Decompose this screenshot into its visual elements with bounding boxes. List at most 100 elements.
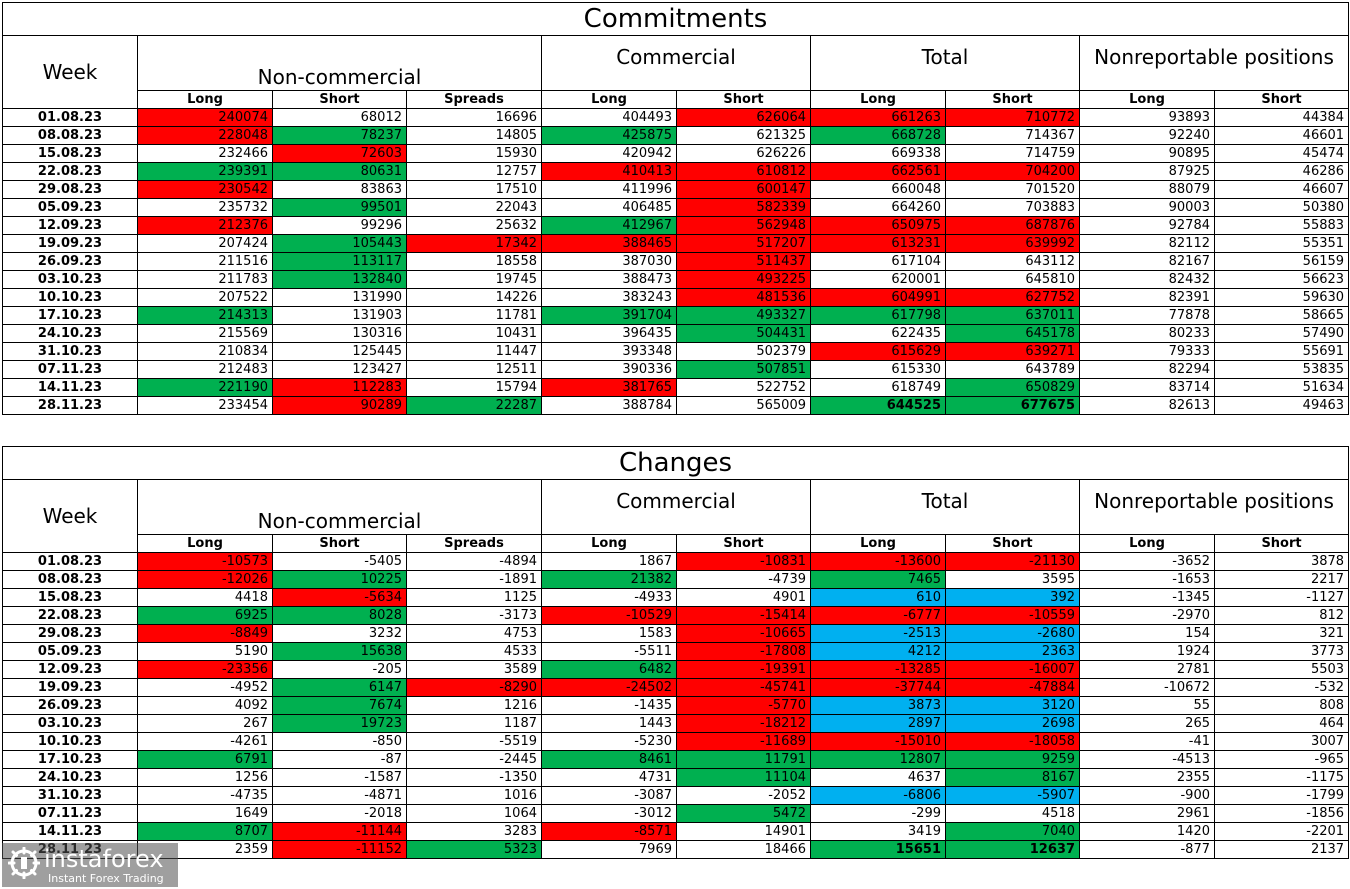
value-cell: -1891 [406,570,542,589]
value-cell: 425875 [541,126,677,145]
instaforex-logo-icon [8,847,40,879]
value-cell: 1867 [541,552,677,571]
value-cell: 82167 [1079,252,1215,271]
value-cell: 660048 [810,180,946,199]
value-cell: 410413 [541,162,677,181]
value-cell: 600147 [676,180,811,199]
value-cell: 582339 [676,198,811,217]
value-cell: 617104 [810,252,946,271]
watermark-brand: instaforex [44,845,164,873]
value-cell: 5503 [1213,660,1350,679]
week-cell: 24.10.23 [2,324,138,343]
value-cell: 4418 [137,588,273,607]
value-cell: -6806 [810,786,946,805]
value-cell: 1443 [541,714,677,733]
value-cell: 68012 [272,108,407,127]
value-cell: 481536 [676,288,811,307]
value-cell: 618749 [810,378,946,397]
value-cell: 4901 [676,588,811,607]
week-cell: 31.10.23 [2,786,138,805]
value-cell: 2897 [810,714,946,733]
value-cell: 45474 [1213,144,1350,163]
value-cell: 130316 [272,324,407,343]
week-cell: 10.10.23 [2,732,138,751]
value-cell: 5190 [137,642,273,661]
value-cell: 1216 [406,696,542,715]
value-cell: -965 [1213,750,1350,769]
week-cell: 10.10.23 [2,288,138,307]
value-cell: -16007 [945,660,1080,679]
week-cell: 17.10.23 [2,750,138,769]
table-row: 10.10.23 207522 131990 14226 383243 481536 604… [2,288,1350,307]
value-cell: 1649 [137,804,273,823]
value-cell: 6147 [272,678,407,697]
value-cell: 12807 [810,750,946,769]
value-cell: 645178 [945,324,1080,343]
value-cell: 4092 [137,696,273,715]
value-cell: 687876 [945,216,1080,235]
value-cell: 493225 [676,270,811,289]
value-cell: 1583 [541,624,677,643]
changes-subheader: Short [272,534,407,553]
value-cell: -3087 [541,786,677,805]
value-cell: 12511 [406,360,542,379]
value-cell: -2680 [945,624,1080,643]
value-cell: 17342 [406,234,542,253]
value-cell: -47884 [945,678,1080,697]
value-cell: 650975 [810,216,946,235]
value-cell: -13600 [810,552,946,571]
value-cell: 388784 [541,396,677,415]
value-cell: -11152 [272,840,407,859]
value-cell: 113117 [272,252,407,271]
value-cell: 392 [945,588,1080,607]
commitments-group-total: Total [810,35,1080,91]
table-row: 08.08.23 228048 78237 14805 425875 621325 6687… [2,126,1350,145]
table-row: 17.10.23 6791 -87 -2445 8461 11791 12807 9259 -4… [2,750,1350,769]
value-cell: -4933 [541,588,677,607]
commitments-subheader: Short [1213,90,1350,109]
value-cell: 2781 [1079,660,1215,679]
value-cell: -4261 [137,732,273,751]
watermark-tagline: Instant Forex Trading [48,872,164,885]
value-cell: 44384 [1213,108,1350,127]
value-cell: 643112 [945,252,1080,271]
value-cell: 207522 [137,288,273,307]
table-row: 07.11.23 212483 123427 12511 390336 507851 615… [2,360,1350,379]
value-cell: 87925 [1079,162,1215,181]
changes-group-total: Total [810,479,1080,535]
week-cell: 29.08.23 [2,624,138,643]
value-cell: -205 [272,660,407,679]
value-cell: 15651 [810,840,946,859]
value-cell: 621325 [676,126,811,145]
value-cell: 11104 [676,768,811,787]
value-cell: 230542 [137,180,273,199]
value-cell: 615629 [810,342,946,361]
value-cell: 210834 [137,342,273,361]
table-row: 22.08.23 239391 80631 12757 410413 610812 6625… [2,162,1350,181]
changes-week-header: Week [2,479,138,553]
value-cell: -10573 [137,552,273,571]
value-cell: 7674 [272,696,407,715]
value-cell: 3232 [272,624,407,643]
value-cell: -11689 [676,732,811,751]
value-cell: -24502 [541,678,677,697]
commitments-subheader: Long [137,90,273,109]
value-cell: -877 [1079,840,1215,859]
week-cell: 14.11.23 [2,378,138,397]
value-cell: 214313 [137,306,273,325]
value-cell: -3173 [406,606,542,625]
value-cell: -15414 [676,606,811,625]
value-cell: 645810 [945,270,1080,289]
commitments-subheader: Long [810,90,946,109]
value-cell: 610 [810,588,946,607]
week-cell: 26.09.23 [2,696,138,715]
value-cell: 57490 [1213,324,1350,343]
value-cell: 132840 [272,270,407,289]
value-cell: 1924 [1079,642,1215,661]
table-row: 10.10.23 -4261 -850 -5519 -5230 -11689 -15010-… [2,732,1350,751]
value-cell: 3007 [1213,732,1350,751]
week-cell: 05.09.23 [2,642,138,661]
changes-subheader: Spreads [406,534,542,553]
table-row: 31.10.23 -4735 -4871 1016 -3087 -2052 -6806 -59… [2,786,1350,805]
value-cell: -4735 [137,786,273,805]
